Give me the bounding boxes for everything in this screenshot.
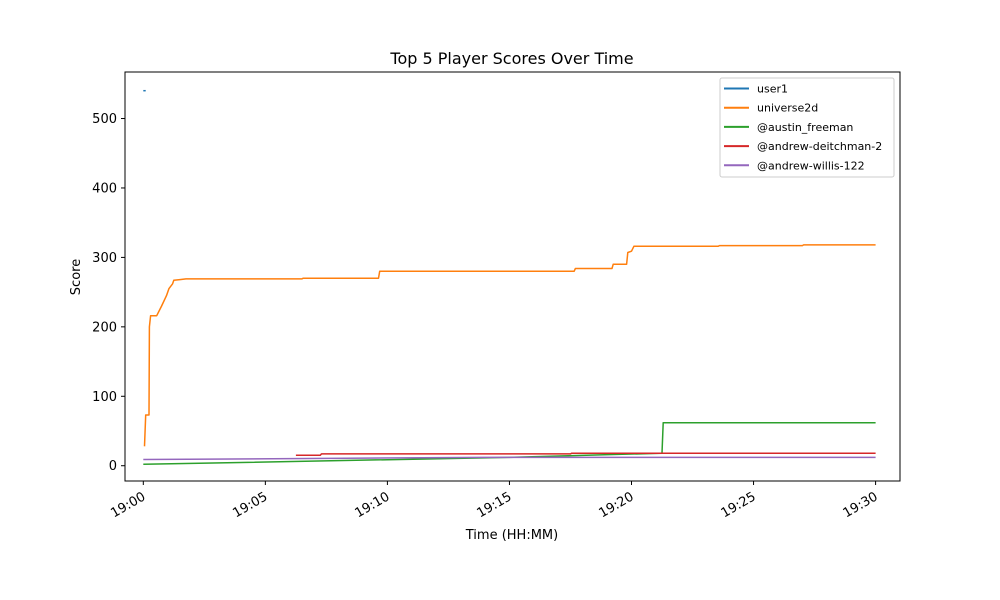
y-tick-label-2: 200 [92, 320, 117, 335]
x-axis: 19:00 19:05 19:10 19:15 19:20 19:25 19:30 [108, 481, 881, 521]
legend-label-0: user1 [757, 83, 788, 96]
legend-label-4: @andrew-willis-122 [757, 159, 865, 172]
legend: user1 universe2d @austin_freeman @andrew-de… [719, 77, 895, 178]
y-tick-label-3: 300 [92, 251, 117, 266]
plot-frame [124, 71, 901, 482]
plot-area [143, 89, 876, 466]
y-axis: 0 100 200 300 400 500 [92, 112, 125, 474]
x-tick-label-3: 19:15 [474, 489, 514, 521]
series-line-1 [143, 244, 876, 447]
x-tick-label-6: 19:30 [841, 489, 881, 521]
legend-label-3: @andrew-deitchman-2 [757, 140, 882, 153]
y-tick-label-4: 400 [92, 181, 117, 196]
x-tick-label-2: 19:10 [352, 489, 392, 521]
x-tick-label-1: 19:05 [230, 489, 270, 521]
y-tick-label-1: 100 [92, 390, 117, 405]
y-tick-label-0: 0 [109, 459, 117, 474]
legend-label-1: universe2d [757, 102, 818, 115]
x-tick-label-5: 19:25 [719, 489, 759, 521]
series-line-4 [143, 456, 876, 461]
series-line-3 [295, 452, 876, 457]
x-axis-label: Time (HH:MM) [465, 528, 558, 543]
y-axis-label: Score [69, 259, 84, 295]
chart-title: Top 5 Player Scores Over Time [389, 49, 633, 68]
legend-label-2: @austin_freeman [757, 121, 853, 134]
y-tick-label-5: 500 [92, 112, 117, 127]
x-tick-label-0: 19:00 [108, 489, 148, 521]
x-tick-label-4: 19:20 [597, 489, 637, 521]
legend-box [719, 77, 895, 178]
